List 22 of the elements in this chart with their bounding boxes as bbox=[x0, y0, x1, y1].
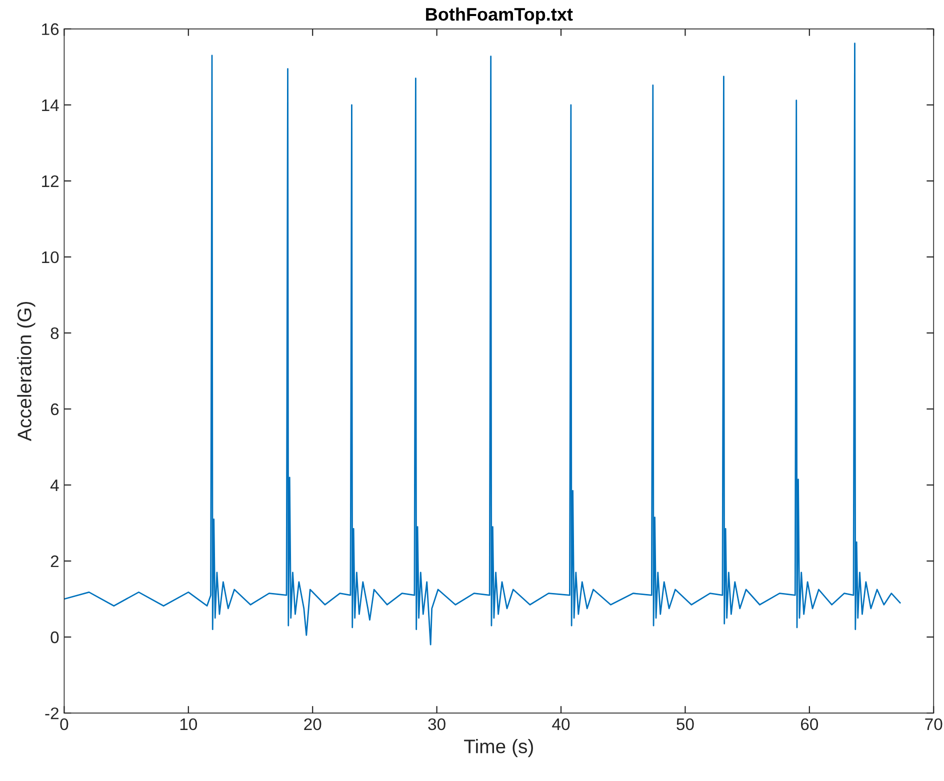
x-tick-label: 70 bbox=[925, 718, 942, 730]
line-series bbox=[64, 42, 901, 646]
y-axis-title: Acceleration (G) bbox=[17, 302, 36, 442]
chart-title: BothFoamTop.txt bbox=[426, 7, 573, 24]
y-tick-label: 14 bbox=[42, 99, 59, 111]
x-tick-label: 60 bbox=[800, 718, 818, 730]
y-tick-label: 8 bbox=[50, 327, 59, 340]
x-tick-label: 10 bbox=[180, 718, 198, 730]
y-tick-label: 6 bbox=[50, 403, 59, 416]
y-tick-label: 12 bbox=[42, 175, 58, 187]
x-tick-label: 30 bbox=[428, 718, 446, 730]
y-tick-label: 4 bbox=[50, 480, 59, 492]
x-axis-title: Time (s) bbox=[464, 739, 533, 758]
y-tick-label: 2 bbox=[50, 555, 58, 568]
y-tick-label: -2 bbox=[45, 707, 58, 720]
y-tick-label: 16 bbox=[42, 23, 59, 36]
y-tick-label: 10 bbox=[42, 251, 59, 264]
x-tick-label: 20 bbox=[304, 718, 322, 730]
x-tick-label: 40 bbox=[552, 718, 570, 730]
x-tick-label: 0 bbox=[60, 718, 68, 730]
y-tick-label: 0 bbox=[50, 631, 59, 644]
x-tick-label: 50 bbox=[676, 718, 694, 730]
